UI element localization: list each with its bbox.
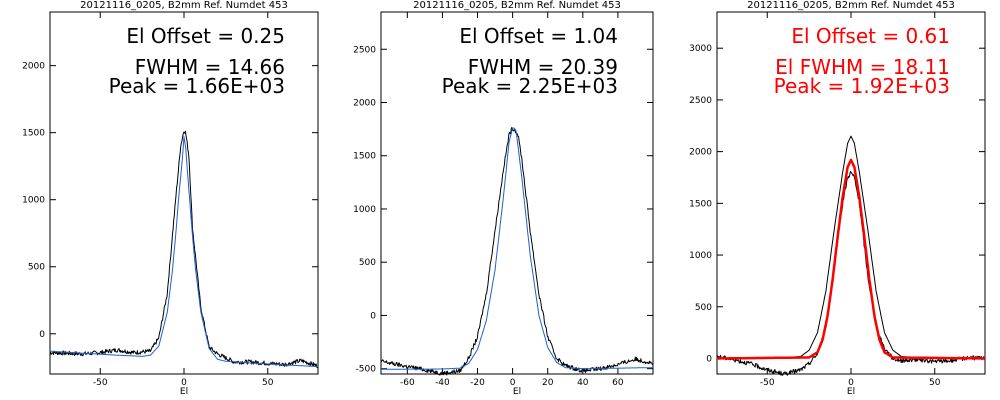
series-line-1 (380, 127, 653, 376)
x-tick-label: -50 (760, 378, 775, 388)
x-tick-label: 0 (848, 378, 854, 388)
annotation-1: El Offset = 1.04 (459, 24, 618, 48)
y-tick-label: 2500 (689, 96, 712, 106)
series-line-2 (717, 135, 985, 359)
y-tick-label: 2000 (353, 99, 376, 109)
x-tick-label: 60 (612, 378, 624, 388)
annotation-2: El FWHM = 18.11 (775, 55, 950, 79)
y-tick-label: 1000 (353, 205, 376, 215)
x-tick-label: 50 (929, 378, 941, 388)
x-tick-label: -60 (400, 378, 415, 388)
series-line-1 (716, 171, 986, 376)
x-tick-label: 40 (577, 378, 589, 388)
chart-panel-3: 20121116_0205, B2mm Ref. Numdet 45305001… (689, 0, 986, 397)
annotation-1: El Offset = 0.61 (791, 24, 950, 48)
y-tick-label: 2500 (353, 45, 376, 55)
annotation-2: FWHM = 20.39 (468, 55, 618, 79)
x-axis-label: El (180, 387, 188, 397)
annotation-3: Peak = 2.25E+03 (442, 74, 618, 98)
y-tick-label: 2000 (689, 148, 712, 158)
y-tick-label: 1000 (22, 196, 45, 206)
x-tick-label: 0 (510, 378, 516, 388)
y-tick-label: 2000 (22, 62, 45, 72)
y-tick-label: 1500 (689, 199, 712, 209)
x-tick-label: -40 (435, 378, 450, 388)
y-tick-label: 0 (370, 311, 376, 321)
chart-title: 20121116_0205, B2mm Ref. Numdet 453 (747, 0, 955, 11)
y-tick-label: 0 (39, 330, 45, 340)
annotation-1: El Offset = 0.25 (126, 24, 285, 48)
x-axis-label: El (847, 387, 855, 397)
x-tick-label: 50 (262, 378, 274, 388)
y-tick-label: 500 (695, 303, 712, 313)
x-tick-label: -50 (93, 378, 108, 388)
annotation-3: Peak = 1.66E+03 (109, 74, 285, 98)
y-tick-label: 0 (706, 354, 712, 364)
chart-title: 20121116_0205, B2mm Ref. Numdet 453 (413, 0, 621, 11)
y-tick-label: 1000 (689, 251, 712, 261)
x-tick-label: 0 (181, 378, 187, 388)
annotation-2: FWHM = 14.66 (135, 55, 285, 79)
x-tick-label: 20 (542, 378, 554, 388)
chart-panel-1: 20121116_0205, B2mm Ref. Numdet 45305001… (22, 0, 319, 397)
y-tick-label: -500 (356, 365, 377, 375)
y-tick-label: 1500 (353, 152, 376, 162)
annotation-3: Peak = 1.92E+03 (774, 74, 950, 98)
y-tick-label: 500 (28, 263, 45, 273)
chart-panel-2: 20121116_0205, B2mm Ref. Numdet 453 -500 0… (353, 0, 654, 397)
series-line-3 (716, 158, 986, 360)
y-tick-label: 500 (359, 258, 376, 268)
chart-title: 20121116_0205, B2mm Ref. Numdet 453 (80, 0, 288, 11)
x-axis-label: El (513, 387, 521, 397)
series-line-1 (49, 130, 319, 369)
y-tick-label: 3000 (689, 44, 712, 54)
series-line-2 (381, 127, 653, 370)
series-line-2 (49, 136, 318, 368)
x-tick-label: -20 (470, 378, 485, 388)
y-tick-label: 1500 (22, 129, 45, 139)
plot-frame (380, 11, 654, 375)
